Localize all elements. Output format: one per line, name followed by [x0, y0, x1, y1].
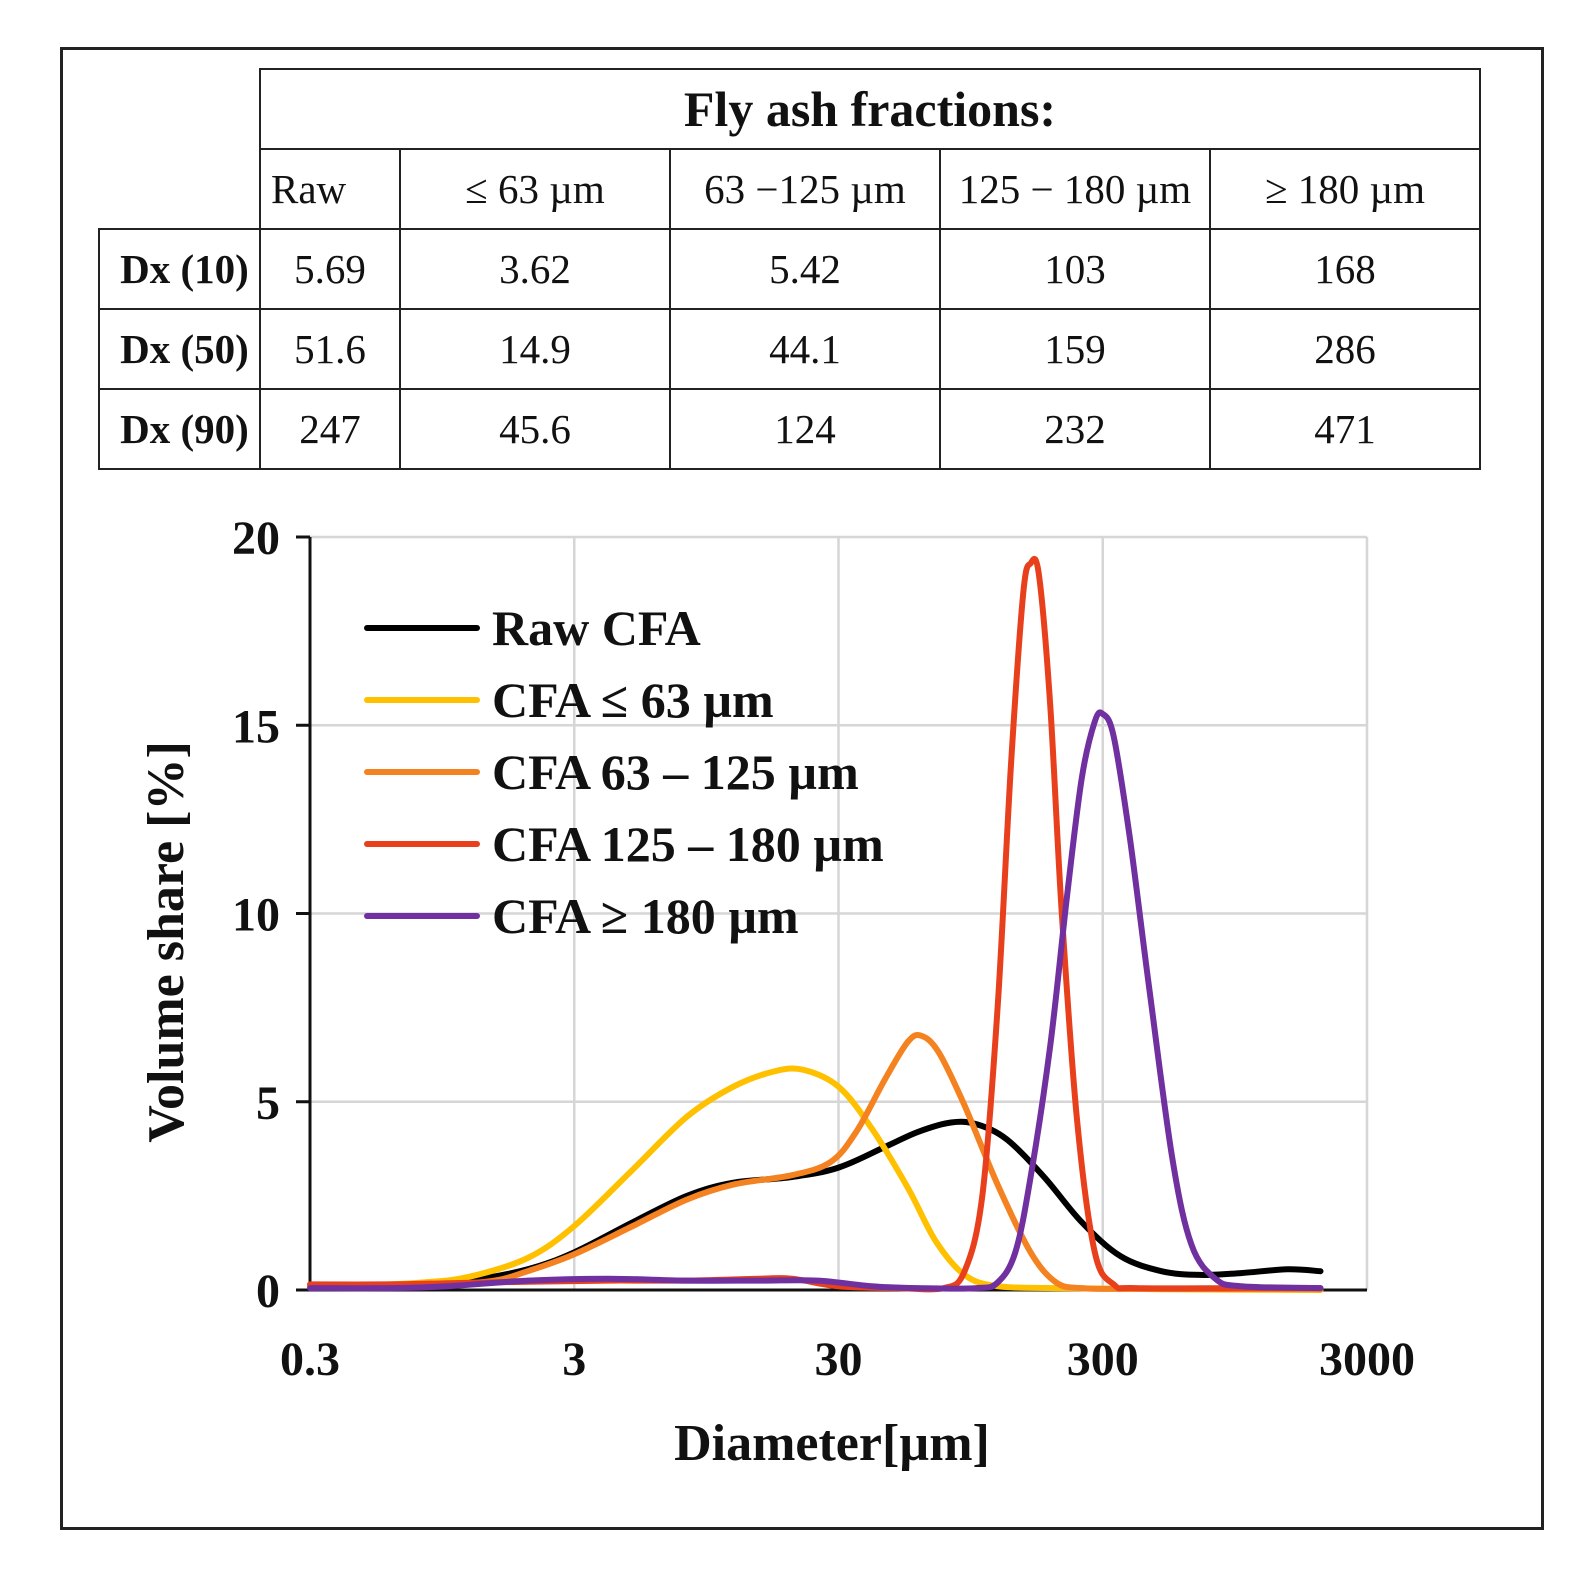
row-header: Dx (90) — [98, 388, 261, 470]
table-cell: 5.69 — [259, 228, 401, 310]
table-cell: 45.6 — [399, 388, 671, 470]
y-tick-label: 15 — [232, 700, 280, 753]
column-header-raw: Raw — [259, 148, 401, 230]
table-cell: 168 — [1209, 228, 1481, 310]
x-axis-label: Diameter[µm] — [674, 1415, 990, 1472]
x-tick-label: 0.3 — [280, 1333, 340, 1386]
series-line-cfa-63-125-m — [307, 1031, 1324, 1293]
series-line-cfa-63-m — [307, 1065, 1324, 1293]
y-axis-label: Volume share [%] — [138, 741, 195, 1143]
table-row: Dx (10) 5.69 3.62 5.42 103 168 — [98, 228, 1481, 310]
column-header-le63: ≤ 63 µm — [399, 148, 671, 230]
column-header-ge180: ≥ 180 µm — [1209, 148, 1481, 230]
x-tick-label: 3000 — [1319, 1333, 1415, 1386]
legend-label: Raw CFA — [492, 600, 701, 656]
table-cell: 471 — [1209, 388, 1481, 470]
series-line-cfa-180-m — [307, 709, 1324, 1292]
column-header-63-125: 63 −125 µm — [669, 148, 941, 230]
table-row: Dx (50) 51.6 14.9 44.1 159 286 — [98, 308, 1481, 390]
table-cell: 286 — [1209, 308, 1481, 390]
table-cell: 247 — [259, 388, 401, 470]
series-lines — [307, 555, 1324, 1293]
row-header: Dx (10) — [98, 228, 261, 310]
x-tick-label: 3 — [562, 1333, 586, 1386]
x-tick-label: 30 — [815, 1333, 863, 1386]
legend: Raw CFA CFA ≤ 63 µm CFA 63 – 125 µm CFA 125… — [364, 600, 884, 944]
table-cell: 14.9 — [399, 308, 671, 390]
table-cell: 103 — [939, 228, 1211, 310]
tick-labels: 0 5 10 15 20 0.3 3 30 300 3000 — [232, 512, 1415, 1386]
y-tick-label: 0 — [256, 1265, 280, 1318]
legend-label: CFA ≤ 63 µm — [492, 672, 774, 728]
y-tick-label: 10 — [232, 889, 280, 942]
figure-frame — [60, 47, 1544, 1530]
table-cell: 5.42 — [669, 228, 941, 310]
particle-size-table: Fly ash fractions: Raw ≤ 63 µm 63 −125 µ… — [98, 68, 1481, 470]
table-title: Fly ash fractions: — [259, 68, 1481, 150]
series-line-cfa-125-180-m — [307, 555, 1324, 1293]
y-tick-label: 5 — [256, 1077, 280, 1130]
table-row: Dx (90) 247 45.6 124 232 471 — [98, 388, 1481, 470]
table-cell: 124 — [669, 388, 941, 470]
table-cell: 51.6 — [259, 308, 401, 390]
table-cell: 232 — [939, 388, 1211, 470]
column-header-125-180: 125 − 180 µm — [939, 148, 1211, 230]
legend-label: CFA 125 – 180 µm — [492, 816, 884, 872]
row-header: Dx (50) — [98, 308, 261, 390]
legend-label: CFA ≥ 180 µm — [492, 888, 799, 944]
table-cell: 44.1 — [669, 308, 941, 390]
table-cell: 3.62 — [399, 228, 671, 310]
table-cell: 159 — [939, 308, 1211, 390]
x-tick-label: 300 — [1067, 1333, 1139, 1386]
y-tick-label: 20 — [232, 512, 280, 565]
legend-label: CFA 63 – 125 µm — [492, 744, 859, 800]
